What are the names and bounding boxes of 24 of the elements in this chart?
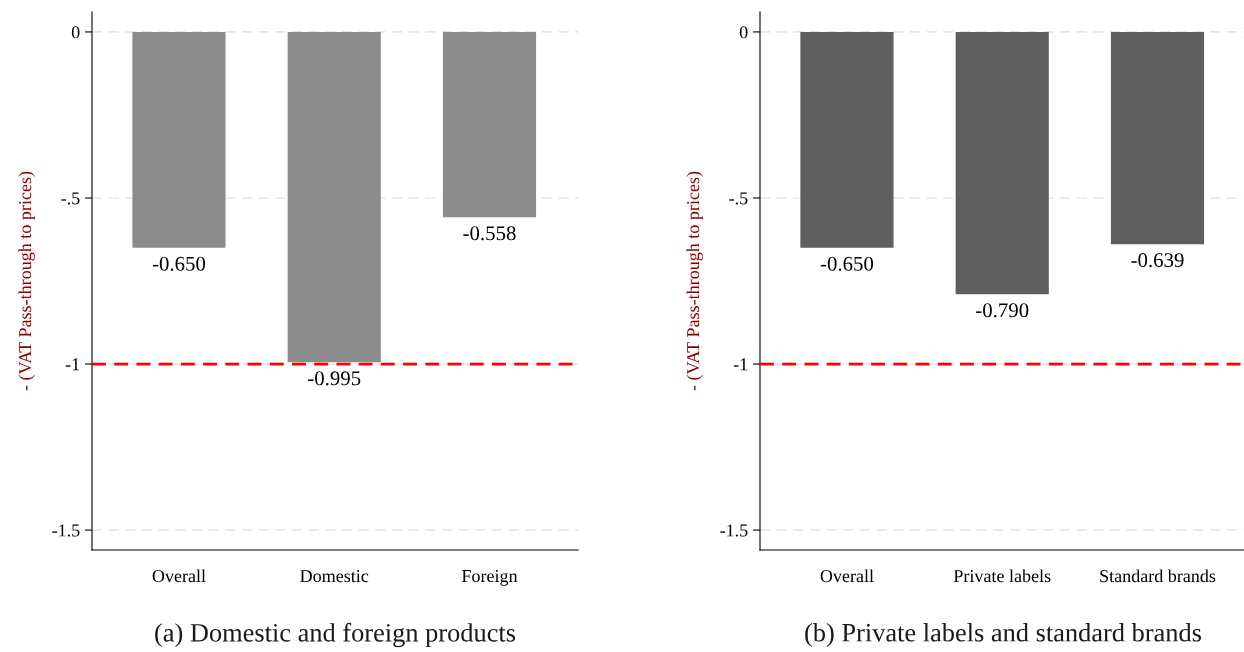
y-tick-label: -1 [733, 358, 748, 371]
data-label: -0.650 [152, 256, 206, 271]
data-label: -0.639 [1131, 253, 1184, 268]
x-tick-label: Private labels [953, 569, 1051, 583]
y-tick-label: -1 [65, 358, 80, 371]
y-tick-label: 0 [71, 26, 80, 39]
data-label: -0.650 [820, 256, 874, 271]
data-label: -0.558 [463, 226, 516, 241]
x-tick-label: Foreign [461, 569, 518, 586]
y-tick-label: -1.5 [720, 524, 748, 537]
text: (b) Private labels and standard brands [805, 623, 1201, 647]
y-tick-label: 0 [739, 26, 748, 39]
x-tick-label: Standard brands [1100, 569, 1216, 583]
x-tick-label: Overall [820, 569, 874, 583]
data-label: -0.790 [976, 303, 1029, 318]
y-tick-label: -.5 [729, 192, 748, 205]
y-axis-title: - (VAT Pass-through to prices) [686, 171, 703, 391]
data-label: -0.995 [308, 371, 361, 386]
x-tick-label: Overall [152, 569, 206, 583]
y-tick-label: -.5 [61, 192, 80, 205]
y-tick-label: -1.5 [52, 524, 80, 537]
y-axis-title: - (VAT Pass-through to prices) [18, 171, 35, 391]
text: (a) Domestic and foreign products [155, 622, 516, 648]
x-tick-label: Domestic [300, 570, 369, 583]
